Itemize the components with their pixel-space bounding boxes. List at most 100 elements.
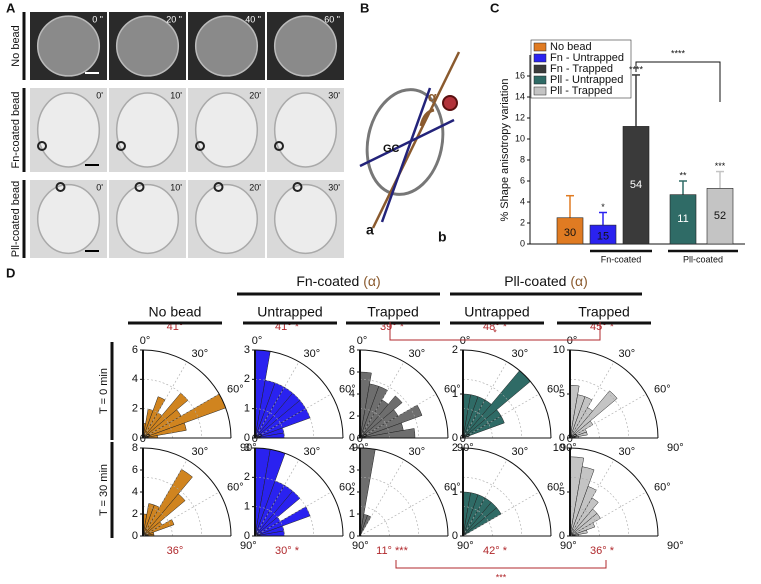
time-label: 20' [249,90,261,100]
angle-label: 30° [304,348,321,360]
time-label: 60 " [324,14,340,24]
angle-label: 0° [567,335,578,347]
angle-label: 0° [252,433,263,445]
rose-wedge [569,497,599,537]
r-tick-label: 1 [349,508,355,520]
y-tick-label: 4 [520,196,525,206]
outer-arc [569,447,659,537]
cell [36,92,101,168]
angle-grid [462,491,540,537]
grid-arc [462,379,522,439]
cell [36,183,101,255]
bead [442,95,458,111]
r-tick-label: 1 [452,486,458,498]
grid-arc [462,408,493,439]
column-header: Trapped [367,304,419,320]
count-label: 30 [564,227,576,239]
panel-label: A [6,0,16,15]
significance: *** [715,161,726,171]
column-header: Trapped [578,304,630,320]
grid-arc [254,506,285,537]
bead [292,182,303,192]
grid-arc [254,379,314,439]
r-tick-label: 0 [452,432,458,444]
angle-label: 30° [512,348,529,360]
bar [669,194,697,245]
group-label: Fn-coated [601,254,642,264]
grid-arc [569,477,629,537]
panel-label: B [360,0,369,15]
panel-label: D [6,265,15,280]
outer-arc [254,349,344,439]
r-tick-label: 4 [132,373,138,385]
angle-label: α [428,89,437,105]
angle-grid [359,459,405,537]
comparison-bracket [395,560,607,569]
angle-grid [142,361,188,439]
panel-label: C [490,0,500,15]
rose-wedge [462,415,505,439]
grid-arc [359,379,419,439]
bar [556,217,584,245]
r-tick-label: 0 [452,530,458,542]
angle-label: 60° [547,481,564,493]
grid-arc [462,477,522,537]
grid-arc [569,506,600,537]
y-tick-label: 12 [515,112,525,122]
bar [706,188,734,245]
cell [194,183,259,255]
angle-grid [569,361,615,439]
cell [194,15,259,77]
grid-arc [254,408,285,439]
rose-wedge [142,396,166,439]
angle-label: 0° [460,335,471,347]
grid-arc [569,379,629,439]
group-header: Fn-coated (α) [296,273,380,289]
r-tick-label: 4 [349,388,355,400]
angle-label: 30° [409,348,426,360]
r-tick-label: 10 [553,344,565,356]
legend-label: Pll - Untrapped [550,74,623,86]
angle-arc [419,108,435,127]
significance: ** [679,170,687,180]
angle-label: 30° [192,446,209,458]
angle-label: 60° [227,383,244,395]
rose-wedge [569,390,618,439]
angle-label: 60° [654,481,671,493]
row-label: Fn-coated bead [10,91,22,168]
comparison-label: * [493,327,497,337]
comparison-label: *** [496,572,507,582]
r-tick-label: 2 [349,486,355,498]
grid-arc [359,506,390,537]
angle-grid [359,361,405,439]
time-label: 40 " [245,14,261,24]
row-label: Pll-coated bead [10,181,22,257]
grid-arc [254,477,314,537]
angle-grid [254,459,300,537]
grid-arc [569,408,600,439]
time-label: 0' [96,182,103,192]
angle-label: 90° [240,540,257,552]
count-label: 54 [630,179,642,191]
time-label: 20 " [166,14,182,24]
legend-swatch [533,53,547,63]
group-label: Pll-coated [683,254,723,264]
angle-label: 90° [352,540,369,552]
r-tick-label: 8 [349,344,355,356]
legend-label: Pll - Trapped [550,85,612,97]
cell [115,15,180,77]
angle-label: 60° [227,481,244,493]
bead [195,141,205,151]
angle-label: 0° [140,335,151,347]
mean-angle: 36° [167,545,184,557]
grid-arc [142,477,202,537]
legend-swatch [533,75,547,85]
y-axis-label: % Shape anisotropy variation [499,78,511,221]
angle-grid [254,393,332,439]
y-tick-label: 10 [515,133,525,143]
group-symbol: (α) [363,273,380,289]
cell [115,183,180,255]
center-label: GC [383,143,400,155]
angle-label: 30° [304,446,321,458]
r-tick-label: 4 [132,486,138,498]
